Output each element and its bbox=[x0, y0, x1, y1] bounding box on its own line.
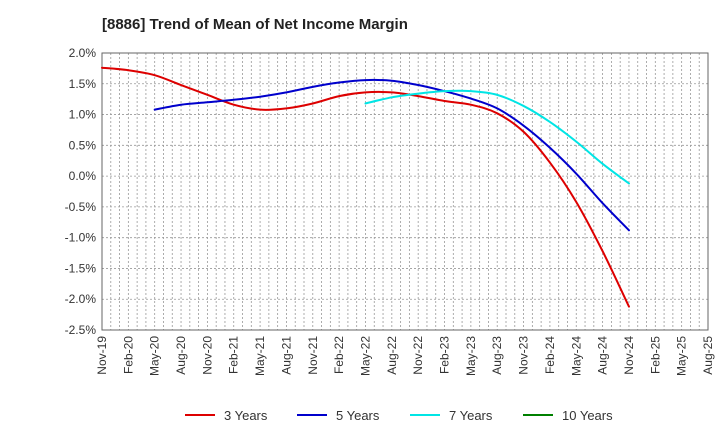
x-axis-tick-labels: Nov-19 Feb-20 May-20 Aug-20 Nov-20 Feb-21 May-… bbox=[95, 336, 715, 376]
x-tick-label: May-20 bbox=[148, 336, 162, 376]
y-tick-label: 2.0% bbox=[69, 46, 97, 60]
y-tick-label: 1.5% bbox=[69, 77, 97, 91]
y-tick-label: -2.5% bbox=[65, 323, 97, 337]
x-tick-label: Aug-23 bbox=[490, 336, 504, 375]
x-tick-label: Aug-24 bbox=[596, 336, 610, 375]
x-tick-label: Nov-20 bbox=[200, 336, 214, 375]
x-tick-label: Feb-20 bbox=[121, 336, 135, 374]
x-tick-label: Feb-21 bbox=[227, 336, 241, 374]
legend-label-7-years: 7 Years bbox=[449, 408, 493, 423]
y-tick-label: 0.5% bbox=[69, 138, 97, 152]
x-tick-label: Feb-23 bbox=[438, 336, 452, 374]
x-tick-label: Aug-25 bbox=[701, 336, 715, 375]
x-tick-label: Nov-21 bbox=[306, 336, 320, 375]
y-tick-label: -2.0% bbox=[65, 292, 97, 306]
x-tick-label: Aug-20 bbox=[174, 336, 188, 375]
series-line-7-years bbox=[364, 89, 630, 185]
chart-title: [8886] Trend of Mean of Net Income Margi… bbox=[102, 16, 408, 33]
legend-label-3-years: 3 Years bbox=[224, 408, 268, 423]
legend: 3 Years 5 Years 7 Years 10 Years bbox=[185, 408, 613, 423]
series-line-3-years bbox=[101, 66, 630, 308]
series-lines bbox=[101, 66, 630, 308]
x-tick-label: Nov-23 bbox=[517, 336, 531, 375]
legend-label-5-years: 5 Years bbox=[336, 408, 380, 423]
x-tick-label: Feb-24 bbox=[543, 336, 557, 374]
x-tick-label: May-23 bbox=[464, 336, 478, 376]
x-tick-label: May-21 bbox=[253, 336, 267, 376]
x-tick-label: Nov-22 bbox=[411, 336, 425, 375]
plot-frame bbox=[101, 52, 709, 331]
legend-label-10-years: 10 Years bbox=[562, 408, 613, 423]
x-tick-label: Aug-21 bbox=[279, 336, 293, 375]
series-line-5-years bbox=[153, 78, 630, 232]
x-tick-label: Feb-25 bbox=[648, 336, 662, 374]
x-tick-label: May-22 bbox=[358, 336, 372, 376]
x-tick-label: Feb-22 bbox=[332, 336, 346, 374]
x-tick-label: May-24 bbox=[569, 336, 583, 376]
y-tick-label: -1.5% bbox=[65, 261, 97, 275]
x-tick-label: Nov-24 bbox=[622, 336, 636, 375]
y-tick-label: -0.5% bbox=[65, 200, 97, 214]
x-tick-label: Aug-22 bbox=[385, 336, 399, 375]
y-tick-label: 0.0% bbox=[69, 169, 97, 183]
y-tick-label: -1.0% bbox=[65, 231, 97, 245]
x-tick-label: Nov-19 bbox=[95, 336, 109, 375]
x-tick-label: May-25 bbox=[675, 336, 689, 376]
y-axis-tick-labels: 2.0% 1.5% 1.0% 0.5% 0.0% -0.5% -1.0% -1.5% -2.0%… bbox=[65, 46, 97, 337]
plot-border bbox=[101, 52, 709, 331]
y-tick-label: 1.0% bbox=[69, 108, 97, 122]
